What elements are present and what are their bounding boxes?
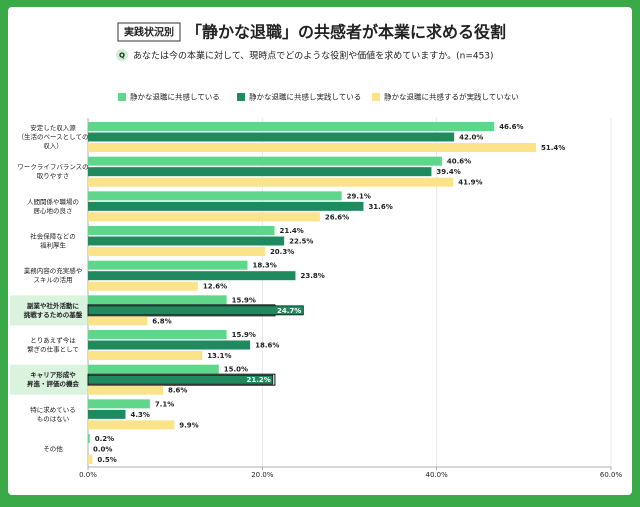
category-label: 昇進・評価の機会 <box>27 379 80 388</box>
value-label: 15.9% <box>232 331 256 339</box>
category-label: スキルの活用 <box>34 275 73 284</box>
value-label: 18.3% <box>253 262 277 270</box>
x-tick-label: 0.0% <box>79 471 97 479</box>
bar <box>88 201 364 211</box>
value-label: 22.5% <box>289 238 313 246</box>
category-label: 社会保障などの <box>30 232 76 241</box>
value-label: 8.6% <box>168 387 187 395</box>
bar <box>88 156 442 166</box>
value-label: 0.5% <box>97 456 116 464</box>
subtitle: あなたは今の本業に対して、現時点でどのような役割や価値を求めていますか。(n=4… <box>133 50 494 62</box>
category-label: 業務内容の充実感や <box>24 266 83 275</box>
value-label: 46.6% <box>499 123 523 131</box>
value-label: 20.3% <box>270 248 294 256</box>
bar <box>88 281 198 291</box>
value-label: 42.0% <box>459 134 483 142</box>
category-label: その他 <box>43 444 63 453</box>
category-label: とりあえず今は <box>30 336 76 345</box>
legend-label: 静かな退職に共感するが実践していない <box>384 92 519 102</box>
bar <box>88 399 150 409</box>
tag-box <box>117 22 181 42</box>
value-label: 9.9% <box>179 421 198 429</box>
value-label: 51.4% <box>541 144 565 152</box>
category-label: 挑戦するための基盤 <box>24 310 83 319</box>
category-label: 人間関係や職場の <box>27 197 79 206</box>
value-label: 23.8% <box>300 272 324 280</box>
bar <box>88 316 148 326</box>
category-label: 収入） <box>43 142 63 150</box>
value-label: 24.7% <box>277 307 301 315</box>
value-label: 12.6% <box>203 283 227 291</box>
bar <box>88 260 248 270</box>
legend-swatch <box>237 93 245 101</box>
value-label: 6.8% <box>152 317 171 325</box>
legend-swatch <box>118 93 126 101</box>
q-letter: Q <box>119 52 125 60</box>
highlight-band <box>10 295 87 326</box>
value-label: 40.6% <box>447 158 471 166</box>
value-label: 18.6% <box>255 342 279 350</box>
value-label: 15.0% <box>224 366 248 374</box>
category-label: 安定した収入源 <box>30 123 76 132</box>
legend-label: 静かな退職に共感している <box>130 92 220 102</box>
category-label: 福利厚生 <box>40 241 67 250</box>
value-label: 26.6% <box>325 213 349 221</box>
bar <box>88 226 275 236</box>
legend-swatch <box>372 93 380 101</box>
bar <box>88 191 342 201</box>
chart-title: 「静かな退職」の共感者が本業に求める役割 <box>186 23 506 42</box>
value-label: 31.6% <box>368 203 392 211</box>
bar <box>88 409 126 419</box>
bar <box>88 143 537 152</box>
category-label: 副業や社外活動に <box>27 301 79 310</box>
category-label: 繋ぎの仕事として <box>27 345 79 354</box>
value-label: 0.2% <box>95 435 114 443</box>
value-label: 15.9% <box>232 296 256 304</box>
bar <box>88 351 203 361</box>
x-tick-label: 40.0% <box>426 471 449 479</box>
bar <box>88 295 227 305</box>
value-label: 21.2% <box>246 376 270 384</box>
category-label: 居心地の良さ <box>34 206 73 215</box>
value-label: 0.0% <box>93 446 112 454</box>
category-label: キャリア形成や <box>30 370 76 379</box>
bar <box>88 167 432 177</box>
bar <box>88 385 163 395</box>
bar <box>88 122 495 131</box>
category-label: 取りやすさ <box>37 172 70 180</box>
bar <box>88 177 454 187</box>
tag: 実践状況別 <box>124 26 174 39</box>
value-label: 13.1% <box>207 352 231 360</box>
bar <box>88 247 265 257</box>
value-label: 21.4% <box>280 227 304 235</box>
bar <box>87 374 274 385</box>
category-label: 特に求めている <box>30 405 76 414</box>
value-label: 41.9% <box>458 179 482 187</box>
category-label: ワークライフバランスの <box>17 163 88 171</box>
value-label: 4.3% <box>130 411 149 419</box>
bar <box>88 455 93 465</box>
bar <box>88 212 320 222</box>
bar <box>87 305 304 316</box>
q-icon <box>116 49 128 61</box>
highlight-band <box>10 364 87 395</box>
bar <box>88 330 227 340</box>
category-label: ものはない <box>37 415 70 423</box>
bar <box>88 364 219 374</box>
x-tick-label: 60.0% <box>600 471 623 479</box>
bar <box>88 132 455 142</box>
value-label: 7.1% <box>155 400 174 408</box>
bar <box>88 236 285 246</box>
bar <box>88 271 296 281</box>
bar <box>88 420 175 430</box>
category-label: （生活のベースとしての <box>18 132 89 141</box>
legend-label: 静かな退職に共感し実践している <box>249 92 361 102</box>
bar <box>88 434 90 444</box>
x-tick-label: 20.0% <box>251 471 274 479</box>
value-label: 29.1% <box>347 192 371 200</box>
bar <box>88 340 251 350</box>
value-label: 39.4% <box>436 168 460 176</box>
